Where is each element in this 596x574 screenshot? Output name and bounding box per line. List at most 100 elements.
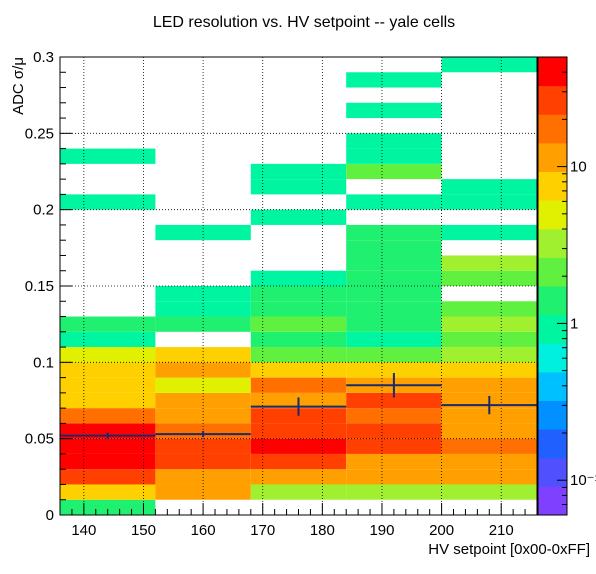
profile-point [346, 373, 442, 398]
heatmap-cell [346, 316, 442, 332]
heatmap-cell [155, 469, 251, 485]
heatmap-cell [60, 377, 156, 393]
colorbar-frame [537, 56, 568, 516]
heatmap-cell [250, 484, 347, 500]
heatmap-cell [155, 408, 251, 424]
heatmap-cell [250, 453, 347, 470]
colorbar-label: 1 [570, 315, 578, 332]
chart-title: LED resolution vs. HV setpoint -- yale c… [153, 14, 455, 31]
heatmap-cell [346, 148, 442, 164]
heatmap-cell [346, 301, 442, 317]
heatmap-cell [250, 301, 347, 317]
heatmap-cell [441, 484, 537, 500]
heatmap-cell [250, 347, 347, 363]
heatmap-cell [346, 408, 442, 424]
x-tick-label: 210 [489, 522, 514, 539]
heatmap-cell [250, 163, 347, 180]
heatmap-cell [250, 423, 347, 439]
heatmap-cell [346, 240, 442, 256]
colorbar-segment [538, 85, 567, 115]
y-axis-label: ADC σ/μ [10, 57, 27, 115]
y-tick-label: 0 [46, 507, 54, 524]
x-tick-label: 140 [71, 522, 96, 539]
heatmap-cell [346, 255, 442, 271]
heatmap-cell [441, 255, 537, 271]
colorbar-label: 10⁻¹ [570, 472, 596, 489]
heatmap-cell [60, 408, 156, 424]
heatmap-cell [346, 163, 442, 180]
heatmap-cell [60, 453, 156, 470]
heatmap-cell [155, 286, 251, 302]
heatmap-cell [346, 484, 442, 500]
heatmap-cell [441, 179, 537, 195]
colorbar-segment [538, 257, 567, 287]
grid-lines [60, 56, 537, 515]
heatmap-cell [250, 469, 347, 485]
x-axis-label: HV setpoint [0x00-0xFF] [428, 541, 590, 558]
heatmap-cell [346, 453, 442, 470]
x-tick-label: 180 [310, 522, 335, 539]
heatmap-cell [346, 362, 442, 378]
heatmap-cell [346, 133, 442, 149]
heatmap-cell [346, 438, 442, 454]
y-tick-label: 0.05 [25, 431, 54, 448]
heatmap-cell [346, 102, 442, 119]
colorbar-segment [538, 57, 567, 87]
heatmap-cell [60, 392, 156, 409]
heatmap-cell [441, 331, 537, 348]
y-tick-label: 0.3 [33, 49, 54, 66]
heatmap-cell [346, 331, 442, 348]
heatmap-cell [346, 469, 442, 485]
heatmap-cell [346, 286, 442, 302]
x-tick-label: 160 [191, 522, 216, 539]
heatmap-cell [346, 194, 442, 210]
x-axis-ticks: 140 150 160 170 180 190 200 210 [59, 503, 538, 539]
heatmap-cell [155, 301, 251, 317]
heatmap-cell [60, 484, 156, 500]
heatmap-cell [250, 316, 347, 332]
profile-points [60, 373, 537, 439]
colorbar-segment [538, 429, 567, 459]
heatmap-cell [346, 224, 442, 241]
x-tick-label: 200 [429, 522, 454, 539]
heatmap-cell [250, 377, 347, 393]
x-tick-label: 170 [250, 522, 275, 539]
heatmap-cell [441, 377, 537, 393]
heatmap-cell [250, 286, 347, 302]
heatmap-cell [441, 469, 537, 485]
heatmap-cell [60, 469, 156, 485]
colorbar-segment [538, 314, 567, 344]
profile-point [250, 397, 347, 416]
heatmap-cell [60, 148, 156, 164]
colorbar-segment [538, 200, 567, 230]
heatmap-cell [441, 301, 537, 317]
heatmap-cell [60, 194, 156, 210]
heatmap-cell [441, 347, 537, 363]
colorbar-segment [538, 286, 567, 316]
heatmap-cell [155, 438, 251, 454]
profile-point [155, 431, 251, 438]
y-tick-label: 0.2 [33, 202, 54, 219]
colorbar-segment [538, 400, 567, 430]
colorbar-segment [538, 171, 567, 201]
heatmap-cell [250, 362, 347, 378]
colorbar-label: 10 [570, 159, 587, 176]
heatmap-cell [250, 270, 347, 286]
heatmap-cell [346, 347, 442, 363]
y-tick-label: 0.25 [25, 125, 54, 142]
heatmap-cell [250, 209, 347, 225]
colorbar-segment [538, 457, 567, 487]
colorbar-segment [538, 142, 567, 172]
heatmap-cell [155, 377, 251, 393]
heatmap-cell [250, 438, 347, 454]
heatmap-cell [441, 408, 537, 424]
heatmap-cell [441, 453, 537, 470]
y-axis-ticks: 0 0.05 0.1 0.15 0.2 0.25 0.3 [25, 49, 72, 524]
heatmap-cell [250, 331, 347, 348]
heatmap-cell [441, 57, 537, 73]
color-scale-bar: 10 1 10⁻¹ [537, 56, 596, 516]
heatmap-cell [155, 453, 251, 470]
heatmap-cell [346, 270, 442, 286]
heatmap-cell [441, 438, 537, 454]
